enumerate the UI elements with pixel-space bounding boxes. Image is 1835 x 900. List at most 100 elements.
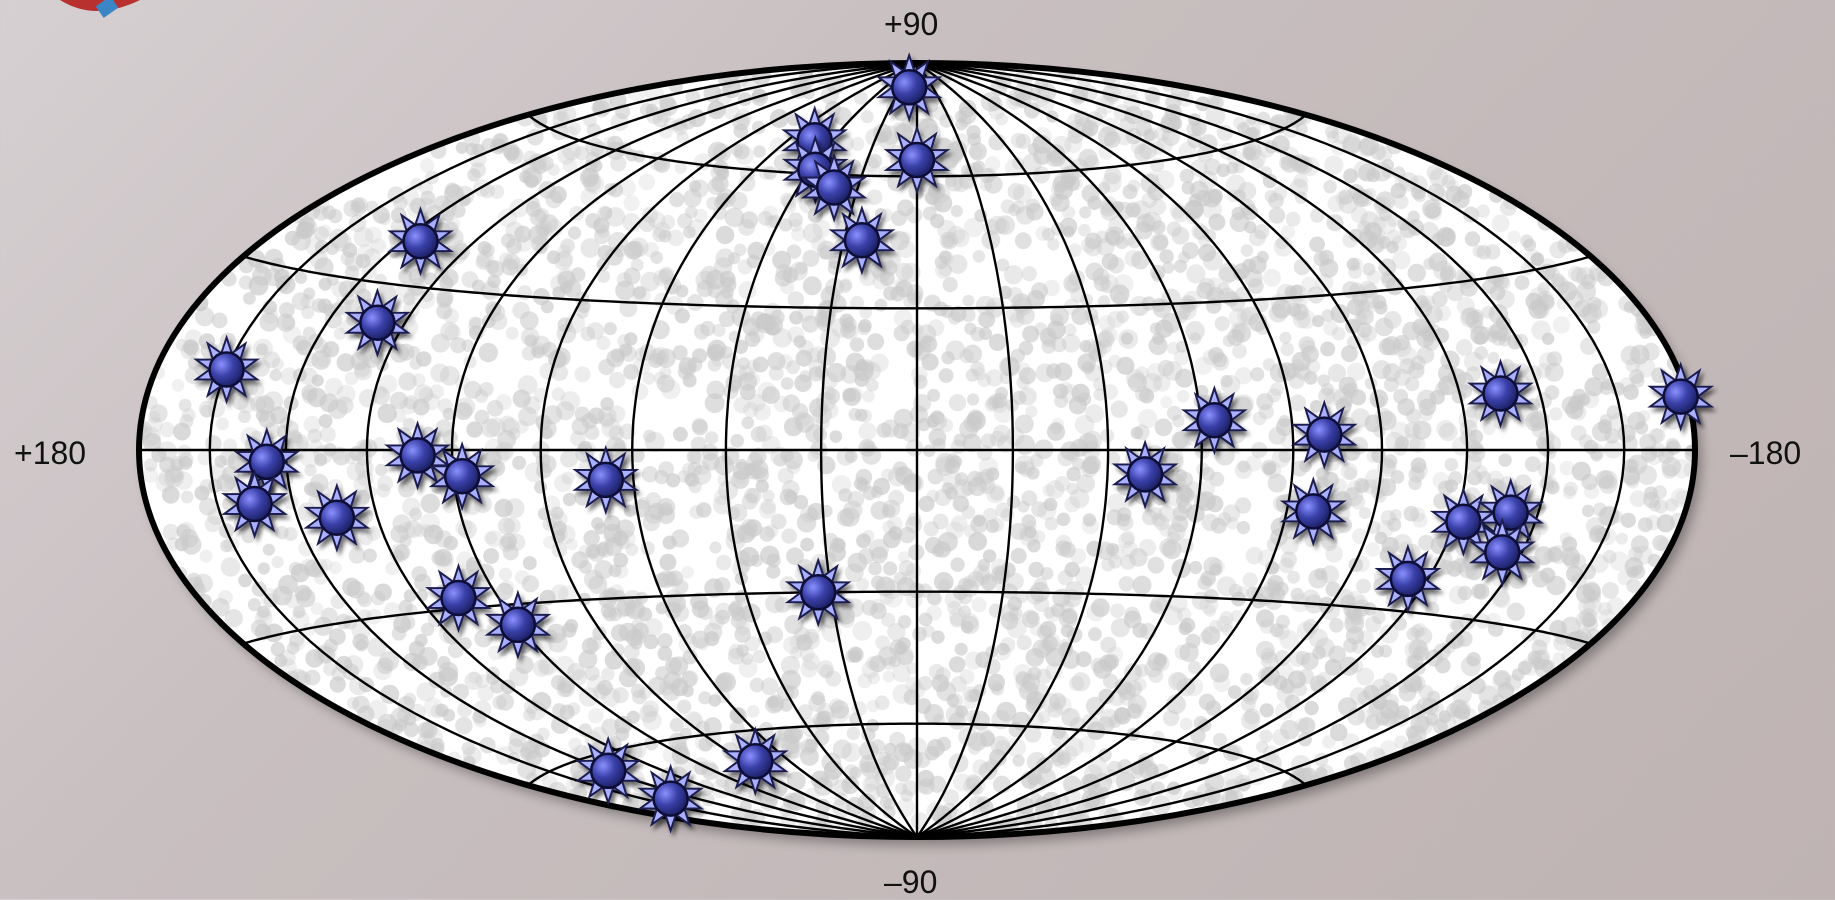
background-dot (658, 229, 672, 243)
background-dot (774, 596, 791, 613)
background-dot (1019, 367, 1036, 385)
background-dot (897, 615, 912, 629)
background-dot (763, 205, 778, 221)
background-dot (1413, 645, 1430, 662)
background-dot (973, 367, 987, 381)
background-dot (269, 369, 282, 382)
background-dot (1342, 136, 1362, 155)
background-dot (1130, 765, 1144, 779)
background-dot (1407, 263, 1427, 283)
background-dot (1357, 709, 1373, 724)
background-dot (763, 166, 778, 180)
background-dot (574, 488, 592, 506)
background-dot (419, 158, 435, 173)
background-dot (1101, 253, 1119, 270)
background-dot (942, 277, 958, 293)
background-dot (454, 402, 473, 420)
background-dot (481, 418, 501, 438)
background-dot (580, 238, 600, 258)
background-dot (1293, 258, 1311, 276)
background-dot (1186, 264, 1206, 284)
background-dot (442, 209, 455, 222)
background-dot (1218, 266, 1236, 285)
background-dot (1448, 585, 1468, 605)
background-dot (1014, 455, 1035, 475)
background-dot (1003, 265, 1024, 285)
background-dot (1250, 367, 1265, 382)
background-dot (623, 643, 640, 661)
star-core (499, 606, 537, 644)
background-dot (1007, 495, 1021, 509)
background-dot (895, 262, 914, 281)
background-dot (1139, 388, 1155, 404)
background-dot (318, 224, 332, 238)
background-dot (860, 761, 876, 777)
background-dot (568, 226, 582, 240)
background-dot (568, 737, 582, 751)
background-dot (303, 415, 321, 434)
background-dot (660, 214, 676, 230)
background-dot (344, 452, 357, 465)
background-dot (780, 377, 794, 390)
background-dot (1012, 184, 1033, 204)
background-dot (921, 353, 939, 371)
background-dot (1599, 381, 1614, 395)
background-dot (1118, 576, 1135, 592)
background-dot (741, 416, 755, 430)
background-dot (1182, 290, 1202, 310)
background-dot (1271, 299, 1292, 319)
background-dot (737, 259, 753, 275)
background-dot (1025, 405, 1038, 418)
background-dot (1233, 116, 1246, 130)
background-dot (994, 218, 1010, 234)
background-dot (995, 112, 1009, 126)
background-dot (430, 363, 450, 383)
background-dot (1357, 220, 1371, 234)
background-dot (373, 661, 393, 681)
background-dot (1231, 323, 1252, 343)
background-dot (477, 684, 495, 702)
background-dot (1298, 717, 1316, 735)
background-dot (638, 173, 656, 191)
background-dot (1124, 663, 1143, 682)
background-dot (346, 462, 366, 481)
background-dot (601, 418, 622, 439)
background-dot (1491, 214, 1510, 233)
background-dot (948, 656, 966, 673)
background-dot (967, 409, 984, 426)
background-dot (350, 200, 367, 217)
background-dot (1085, 262, 1104, 281)
background-dot (738, 658, 758, 678)
background-dot (555, 524, 576, 545)
background-dot (1179, 642, 1199, 663)
star-core (652, 780, 689, 817)
background-dot (729, 707, 745, 723)
background-dot (1038, 638, 1055, 656)
background-dot (791, 227, 806, 242)
background-dot (944, 158, 957, 171)
background-dot (1459, 419, 1478, 438)
background-dot (858, 422, 877, 441)
background-dot (1179, 168, 1195, 184)
background-dot (973, 471, 994, 492)
background-dot (613, 552, 629, 568)
background-dot (892, 122, 907, 136)
background-dot (1438, 422, 1458, 442)
background-dot (1338, 189, 1354, 205)
background-dot (750, 554, 763, 567)
background-dot (1130, 426, 1144, 440)
background-dot (985, 484, 1006, 504)
background-dot (375, 463, 388, 476)
background-dot (161, 485, 180, 504)
background-dot (310, 602, 324, 615)
background-dot (1070, 438, 1089, 457)
background-dot (1648, 499, 1661, 512)
star-core (1196, 401, 1233, 439)
background-dot (1035, 226, 1051, 241)
background-dot (199, 549, 213, 563)
background-dot (608, 425, 624, 441)
background-dot (1031, 282, 1048, 300)
background-dot (303, 287, 316, 300)
background-dot (522, 556, 537, 571)
background-dot (423, 697, 443, 717)
